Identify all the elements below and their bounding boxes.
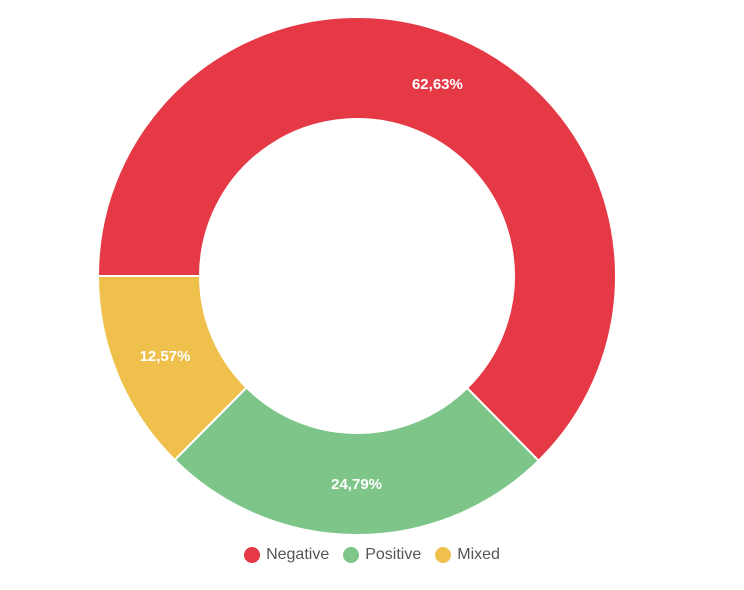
donut-labels: 62,63% 24,79% 12,57% <box>140 76 463 493</box>
legend-label-negative: Negative <box>266 546 330 563</box>
legend-swatch-negative <box>244 547 261 563</box>
legend-item-mixed[interactable]: Mixed <box>435 546 500 564</box>
legend-item-negative[interactable]: Negative <box>244 546 329 564</box>
legend-swatch-mixed <box>435 547 452 563</box>
slice-mixed[interactable] <box>96 275 248 462</box>
legend-label-mixed: Mixed <box>457 546 500 563</box>
legend-item-positive[interactable]: Positive <box>343 546 421 564</box>
chart-legend: Negative Positive Mixed <box>0 546 744 564</box>
legend-swatch-positive <box>343 547 360 563</box>
slice-positive[interactable] <box>173 386 540 536</box>
slice-label-negative: 62,63% <box>412 76 463 93</box>
donut-slices <box>96 16 617 536</box>
slice-negative[interactable] <box>96 16 617 463</box>
slice-label-positive: 24,79% <box>331 476 382 493</box>
slice-label-mixed: 12,57% <box>140 348 191 365</box>
legend-label-positive: Positive <box>365 546 422 563</box>
